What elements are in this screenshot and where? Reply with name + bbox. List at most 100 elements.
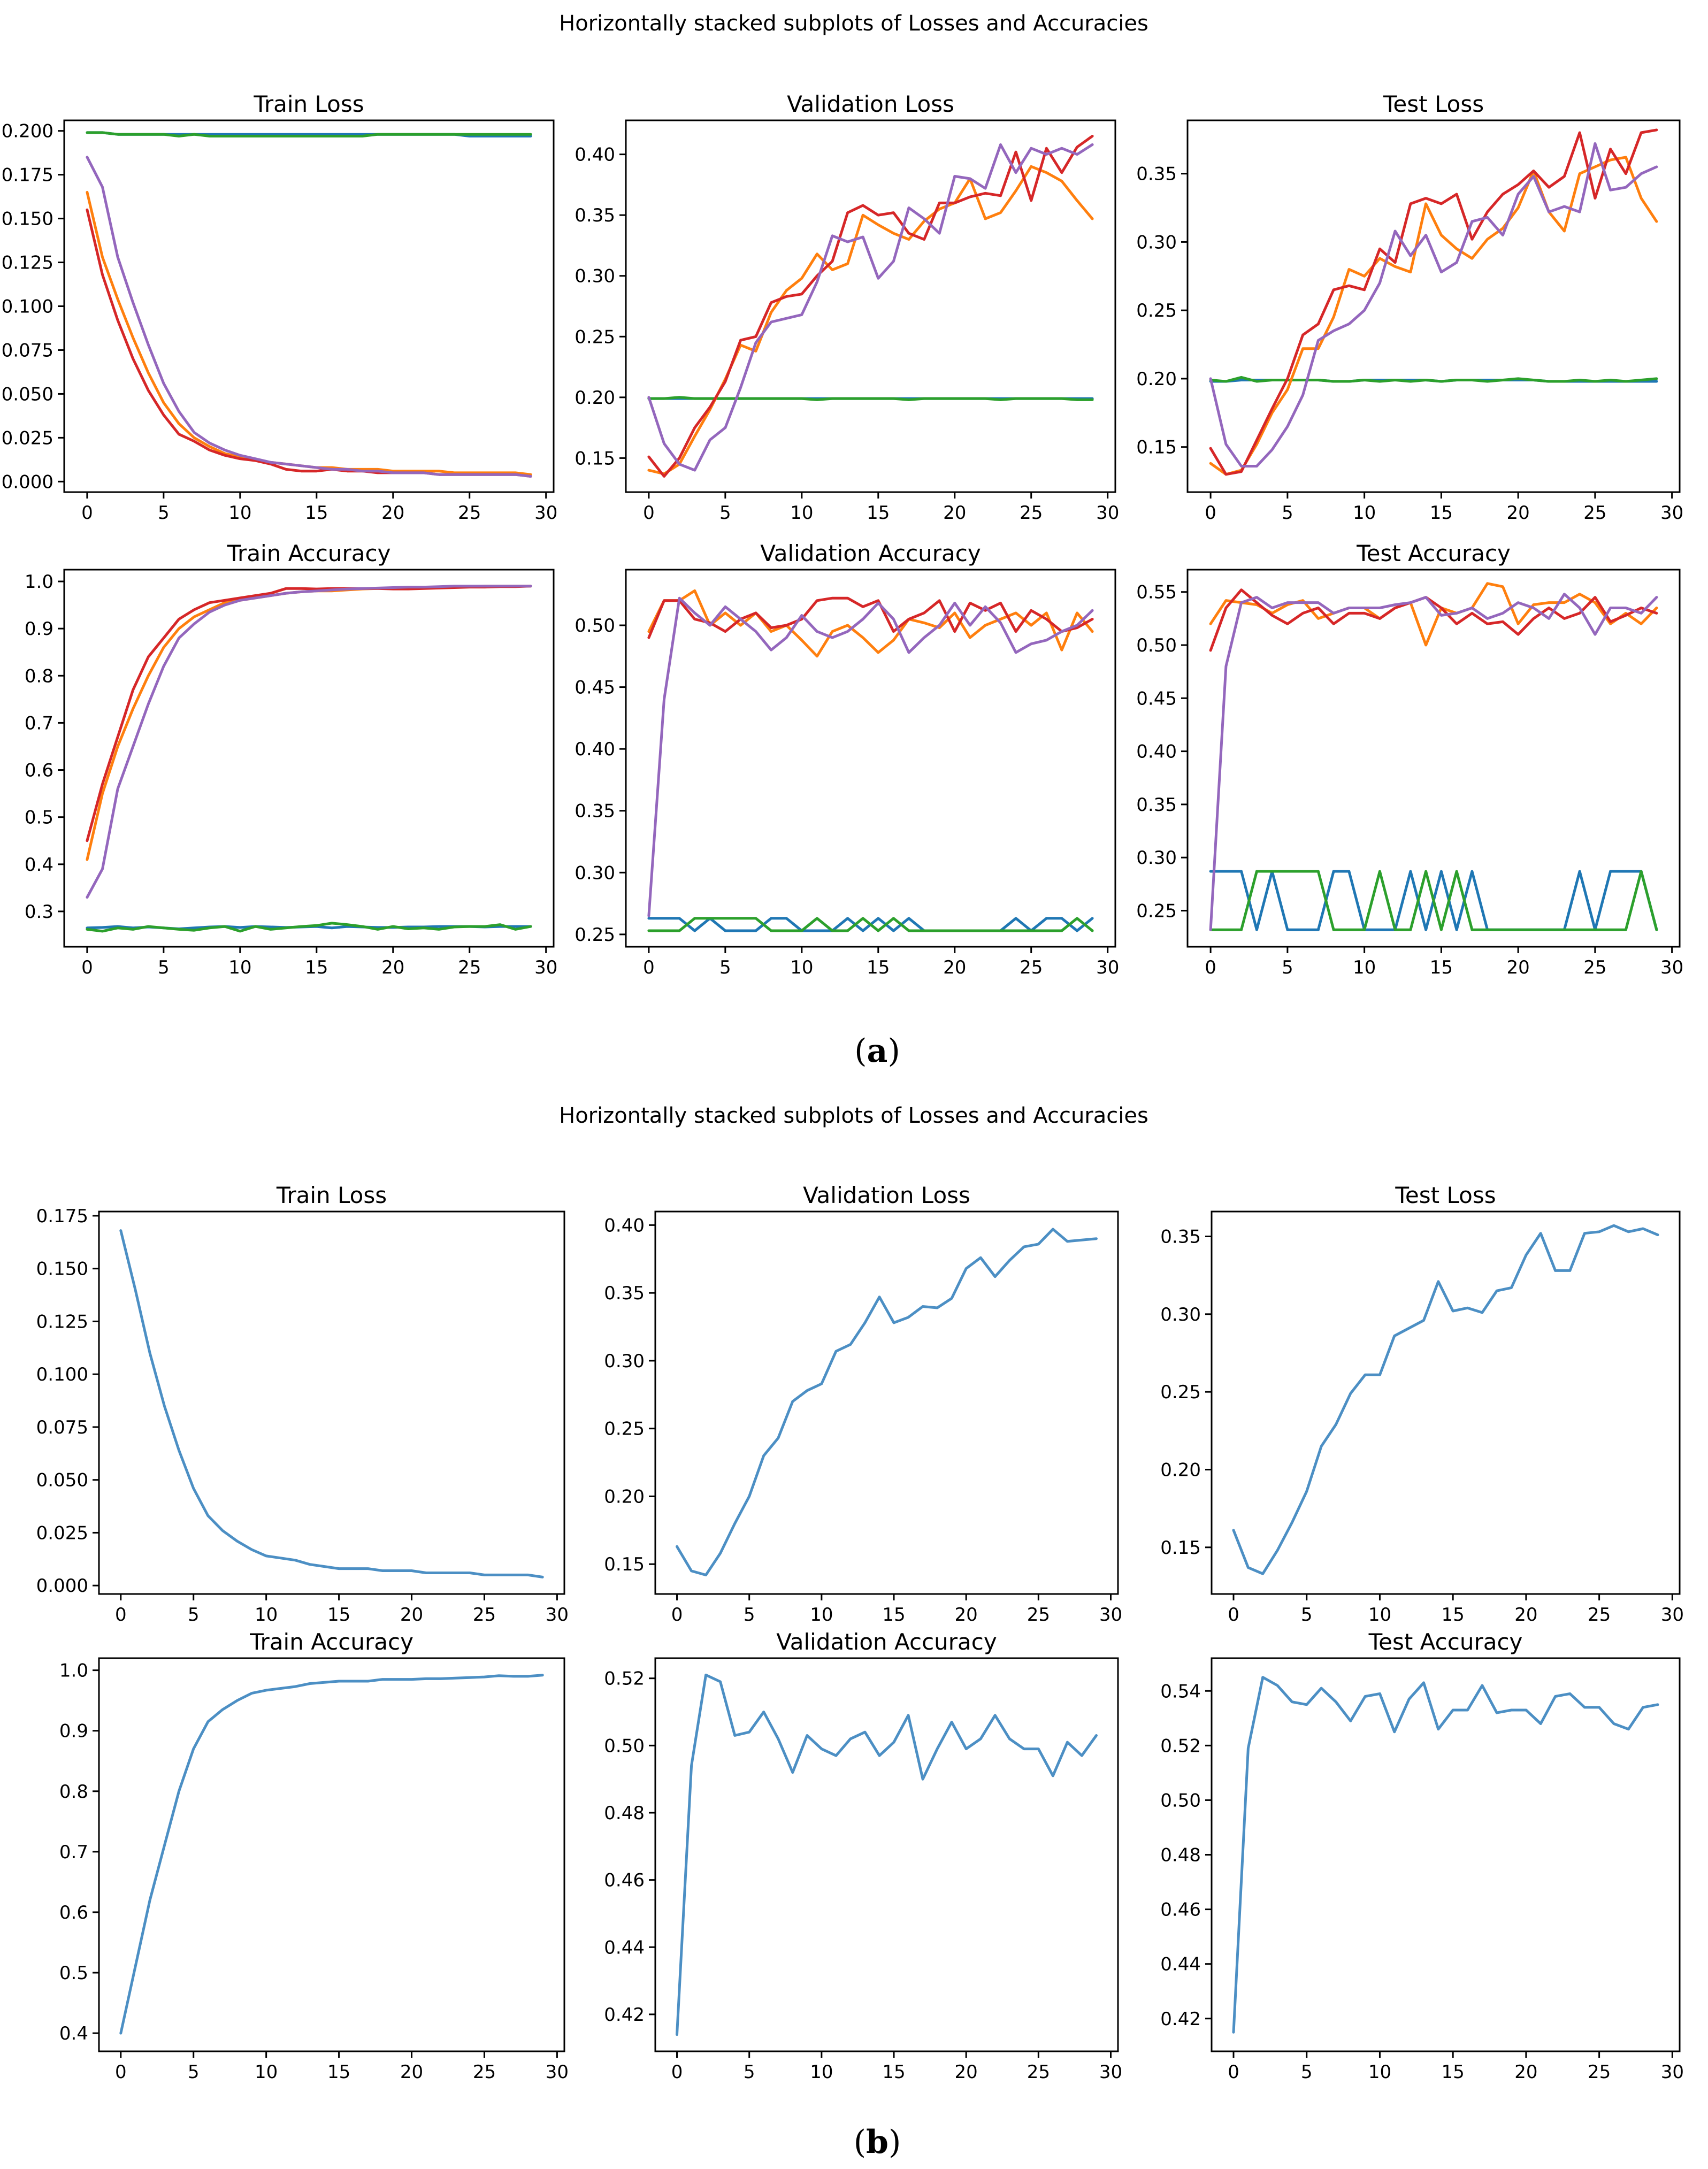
fig-a-validation-accuracy-ytick-label: 0.45 — [575, 677, 615, 699]
fig-b-validation-loss-xtick-label: 15 — [882, 1604, 905, 1626]
fig-a-validation-accuracy-ytick-label: 0.40 — [575, 739, 615, 760]
fig-a-validation-accuracy-xtick-label: 30 — [1096, 957, 1119, 978]
fig-b-validation-loss-ytick-label: 0.15 — [604, 1554, 645, 1575]
fig-a-train-accuracy-ytick-label: 0.4 — [25, 854, 53, 876]
fig-a-train-accuracy-xtick-label: 25 — [458, 957, 481, 978]
fig-a-test-accuracy-xtick-label: 20 — [1506, 957, 1529, 978]
fig-b-test-accuracy-xtick-label: 25 — [1588, 2061, 1611, 2083]
fig-b-validation-loss-axes-frame — [654, 1210, 1119, 1595]
fig-a-validation-accuracy-ytick-label: 0.35 — [575, 801, 615, 822]
figure-a-caption: (a) — [854, 1032, 900, 1070]
fig-a-validation-accuracy-series-purple — [647, 596, 1094, 917]
fig-b-train-loss-ytick-label: 0.125 — [36, 1311, 88, 1332]
fig-a-test-loss-xtick-label: 25 — [1583, 502, 1606, 524]
fig-b-test-loss-xtick-label: 0 — [1228, 1604, 1239, 1626]
fig-a-test-accuracy-series-orange — [1209, 582, 1658, 647]
fig-a-test-accuracy-xtick-label: 15 — [1430, 957, 1453, 978]
fig-a-train-loss-ytick-label: 0.125 — [2, 252, 53, 274]
fig-a-test-accuracy-ytick-label: 0.50 — [1136, 635, 1177, 656]
fig-a-validation-accuracy-xtick-label: 5 — [719, 957, 731, 978]
fig-b-validation-loss-ytick-label: 0.30 — [604, 1351, 645, 1372]
fig-a-validation-accuracy-ytick-label: 0.50 — [575, 615, 615, 637]
fig-a-test-accuracy-series-green — [1209, 870, 1658, 931]
fig-a-test-accuracy-axes-frame — [1186, 569, 1681, 948]
fig-a-test-accuracy-xtick-label: 25 — [1583, 957, 1606, 978]
fig-a-train-accuracy-xtick-label: 10 — [228, 957, 251, 978]
fig-b-test-loss-axes-frame — [1211, 1210, 1681, 1595]
fig-a-train-loss-ytick-label: 0.075 — [2, 340, 53, 361]
fig-a-train-loss-series-purple — [86, 156, 532, 478]
fig-b-train-accuracy-ytick-label: 0.9 — [59, 1721, 88, 1742]
fig-b-train-accuracy-ytick-label: 0.8 — [59, 1781, 88, 1803]
fig-b-test-loss-ytick-label: 0.15 — [1160, 1537, 1201, 1559]
fig-b-test-loss-xtick-label: 15 — [1442, 1604, 1465, 1626]
fig-a-test-accuracy-ytick-label: 0.55 — [1136, 582, 1177, 603]
fig-a-test-accuracy-xtick-label: 10 — [1353, 957, 1376, 978]
fig-b-train-loss-xtick-label: 25 — [473, 1604, 496, 1626]
fig-a-train-loss-xtick-label: 5 — [158, 502, 170, 524]
fig-b-train-loss-axes-frame — [98, 1210, 565, 1595]
fig-a-train-accuracy-ytick-label: 0.7 — [25, 712, 53, 734]
fig-b-train-loss-subplot: Train Loss 0 5 10 15 20 25 30 0.000 0.025 0.050 0.0… — [36, 1182, 569, 1626]
fig-a-test-loss-series-green — [1209, 375, 1658, 383]
fig-b-test-accuracy-title: Test Accuracy — [1368, 1629, 1523, 1655]
fig-b-test-accuracy-xtick-label: 15 — [1442, 2061, 1465, 2083]
fig-a-validation-loss-series-green — [647, 396, 1094, 401]
fig-a-train-accuracy-ytick-label: 0.5 — [25, 807, 53, 829]
fig-a-validation-loss-xtick-label: 5 — [719, 502, 731, 524]
fig-b-validation-accuracy-xtick-label: 0 — [671, 2061, 683, 2083]
fig-a-train-loss-ytick-label: 0.000 — [2, 471, 53, 493]
fig-b-test-accuracy-xtick-label: 20 — [1514, 2061, 1537, 2083]
fig-a-train-accuracy-series-green — [86, 922, 532, 933]
fig-b-validation-loss-ytick-label: 0.25 — [604, 1419, 645, 1440]
fig-a-train-loss-xtick-label: 0 — [81, 502, 93, 524]
fig-a-validation-loss-xtick-label: 25 — [1020, 502, 1043, 524]
fig-b-validation-accuracy-xtick-label: 30 — [1099, 2061, 1122, 2083]
fig-a-validation-accuracy-xtick-label: 20 — [943, 957, 966, 978]
fig-a-validation-loss-ytick-label: 0.40 — [575, 144, 615, 166]
fig-a-test-loss-xtick-label: 30 — [1660, 502, 1683, 524]
fig-a-test-loss-subplot: Test Loss 0 5 10 15 20 25 30 0.15 0.20 0.25 0.30 0.3… — [1136, 91, 1683, 524]
fig-a-train-loss-xtick-label: 25 — [458, 502, 481, 524]
fig-b-train-loss-xtick-label: 20 — [400, 1604, 423, 1626]
fig-a-test-loss-xtick-label: 0 — [1205, 502, 1216, 524]
fig-b-train-loss-ytick-label: 0.075 — [36, 1417, 88, 1438]
fig-a-validation-accuracy-ytick-label: 0.30 — [575, 862, 615, 884]
fig-b-validation-loss-xtick-label: 20 — [955, 1604, 978, 1626]
fig-a-test-accuracy-ytick-label: 0.30 — [1136, 847, 1177, 869]
fig-b-test-accuracy-series-b_line — [1232, 1676, 1659, 2034]
fig-a-test-accuracy-ytick-label: 0.45 — [1136, 688, 1177, 709]
fig-b-train-accuracy-subplot: Train Accuracy 0 5 10 15 20 25 30 0.4 0.5 0.6 0.7 0.… — [59, 1629, 569, 2083]
fig-a-validation-accuracy-series-green — [647, 917, 1094, 932]
fig-b-validation-accuracy-xtick-label: 5 — [744, 2061, 755, 2083]
fig-b-validation-accuracy-xtick-label: 20 — [955, 2061, 978, 2083]
fig-a-train-loss-xtick-label: 30 — [534, 502, 557, 524]
fig-b-validation-accuracy-ytick-label: 0.44 — [604, 1937, 645, 1958]
fig-a-validation-accuracy-xtick-label: 15 — [867, 957, 890, 978]
fig-a-validation-accuracy-subplot: Validation Accuracy 0 5 10 15 20 25 30 0.25 0.30 0… — [575, 540, 1119, 978]
fig-b-train-accuracy-xtick-label: 25 — [473, 2061, 496, 2083]
fig-b-validation-loss-xtick-label: 25 — [1027, 1604, 1050, 1626]
fig-a-test-loss-ytick-label: 0.15 — [1136, 437, 1177, 458]
fig-a-train-loss-ytick-label: 0.150 — [2, 209, 53, 230]
fig-a-test-accuracy-xtick-label: 30 — [1660, 957, 1683, 978]
fig-b-validation-loss-ytick-label: 0.20 — [604, 1486, 645, 1507]
fig-b-validation-accuracy-ytick-label: 0.48 — [604, 1803, 645, 1824]
fig-a-validation-accuracy-title: Validation Accuracy — [760, 540, 981, 566]
fig-a-test-accuracy-ytick-label: 0.40 — [1136, 741, 1177, 763]
fig-b-test-loss-series-b_line — [1232, 1224, 1659, 1575]
fig-b-train-accuracy-ytick-label: 0.4 — [59, 2023, 88, 2044]
fig-a-train-loss-series-green — [86, 131, 532, 137]
fig-b-test-accuracy-ytick-label: 0.50 — [1160, 1790, 1201, 1811]
fig-a-train-loss-ytick-label: 0.050 — [2, 384, 53, 405]
fig-b-train-accuracy-ytick-label: 0.6 — [59, 1902, 88, 1923]
fig-b-train-accuracy-axes-frame — [98, 1657, 565, 2052]
fig-b-train-loss-ytick-label: 0.050 — [36, 1470, 88, 1491]
fig-b-test-accuracy-ytick-label: 0.44 — [1160, 1954, 1201, 1975]
fig-a-validation-loss-xtick-label: 10 — [790, 502, 813, 524]
fig-b-test-accuracy-ytick-label: 0.52 — [1160, 1735, 1201, 1757]
fig-b-train-accuracy-xtick-label: 10 — [255, 2061, 278, 2083]
fig-b-train-loss-series-b_line — [119, 1229, 544, 1578]
fig-a-validation-accuracy-axes-frame — [625, 569, 1116, 948]
